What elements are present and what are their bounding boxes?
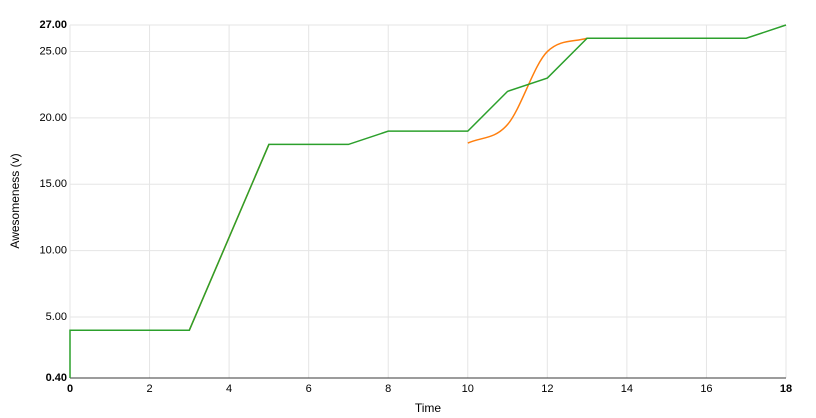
x-tick-label: 10 [462, 383, 474, 395]
x-tick-label: 6 [306, 383, 312, 395]
series-line [69, 24, 787, 378]
x-tick-label: 4 [226, 383, 232, 395]
x-tick-label: 0 [67, 383, 73, 395]
x-tick-label: 14 [621, 383, 633, 395]
y-tick-label: 25.00 [39, 45, 67, 57]
y-tick-label: 0.40 [46, 372, 67, 384]
x-tick-label: 16 [700, 383, 712, 395]
y-tick-label: 5.00 [46, 311, 67, 323]
x-tick-label: 12 [541, 383, 553, 395]
x-tick-label: 18 [780, 383, 792, 395]
y-tick-label: 20.00 [39, 112, 67, 124]
y-tick-label: 10.00 [39, 245, 67, 257]
x-axis-label: Time [415, 401, 442, 415]
x-tick-label: 2 [146, 383, 152, 395]
x-tick-label: 8 [385, 383, 391, 395]
y-tick-label: 27.00 [39, 19, 67, 31]
y-tick-label: 15.00 [39, 178, 67, 190]
y-axis-label: Awesomeness (v) [8, 153, 22, 248]
